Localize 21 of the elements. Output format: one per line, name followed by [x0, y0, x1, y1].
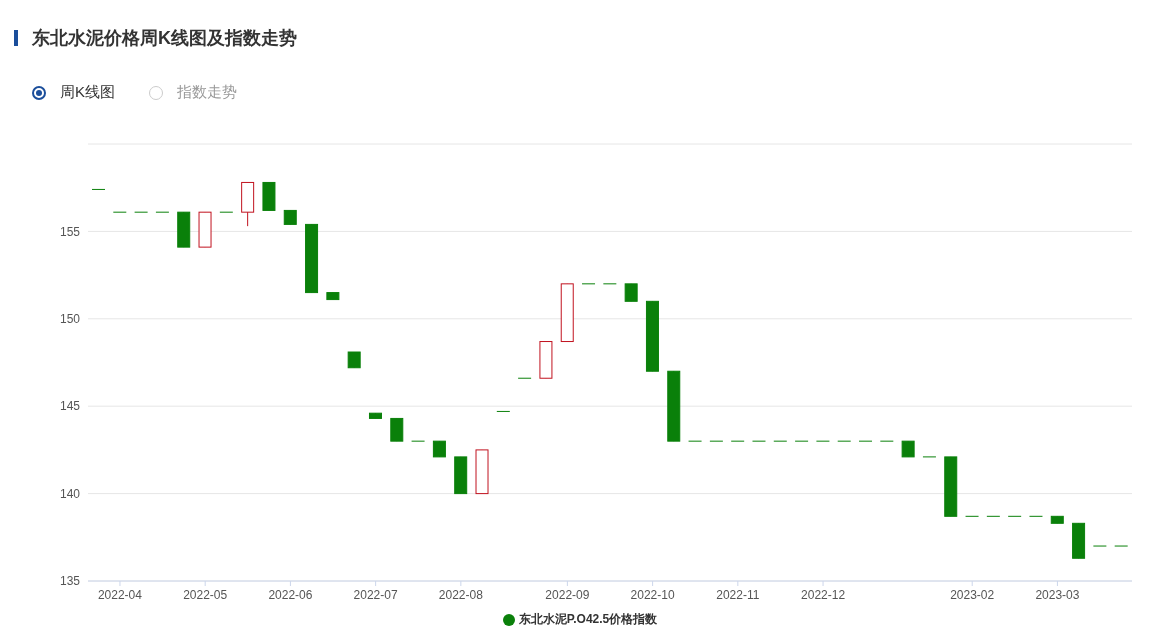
y-tick-label: 145	[59, 399, 81, 414]
x-tick-label: 2022-11	[716, 588, 760, 602]
y-tick-label: 150	[59, 312, 81, 327]
x-tick-label: 2022-07	[353, 588, 398, 602]
x-tick-label: 2022-12	[801, 588, 846, 602]
y-tick-label: 135	[59, 574, 81, 589]
x-tick-label: 2022-04	[97, 588, 143, 602]
candlestick	[390, 417, 404, 442]
x-tick-label: 2022-10	[630, 588, 675, 602]
x-tick-label: 2022-06	[268, 588, 313, 602]
x-tick-label: 2023-03	[1035, 588, 1080, 602]
chart-title: 东北水泥价格周K线图及指数走势	[32, 27, 297, 50]
x-tick-label: 2022-05	[183, 588, 228, 602]
y-tick-label: 155	[59, 224, 81, 239]
x-tick-label: 2023-02	[950, 588, 995, 602]
x-tick-label: 2022-08	[438, 588, 484, 602]
y-tick-label: 140	[59, 486, 81, 501]
x-tick-label: 2022-09	[545, 588, 590, 602]
legend-label: 东北水泥P.O42.5价格指数	[518, 612, 658, 626]
text: 周K线图	[60, 83, 116, 102]
text: 指数走势	[177, 83, 238, 102]
